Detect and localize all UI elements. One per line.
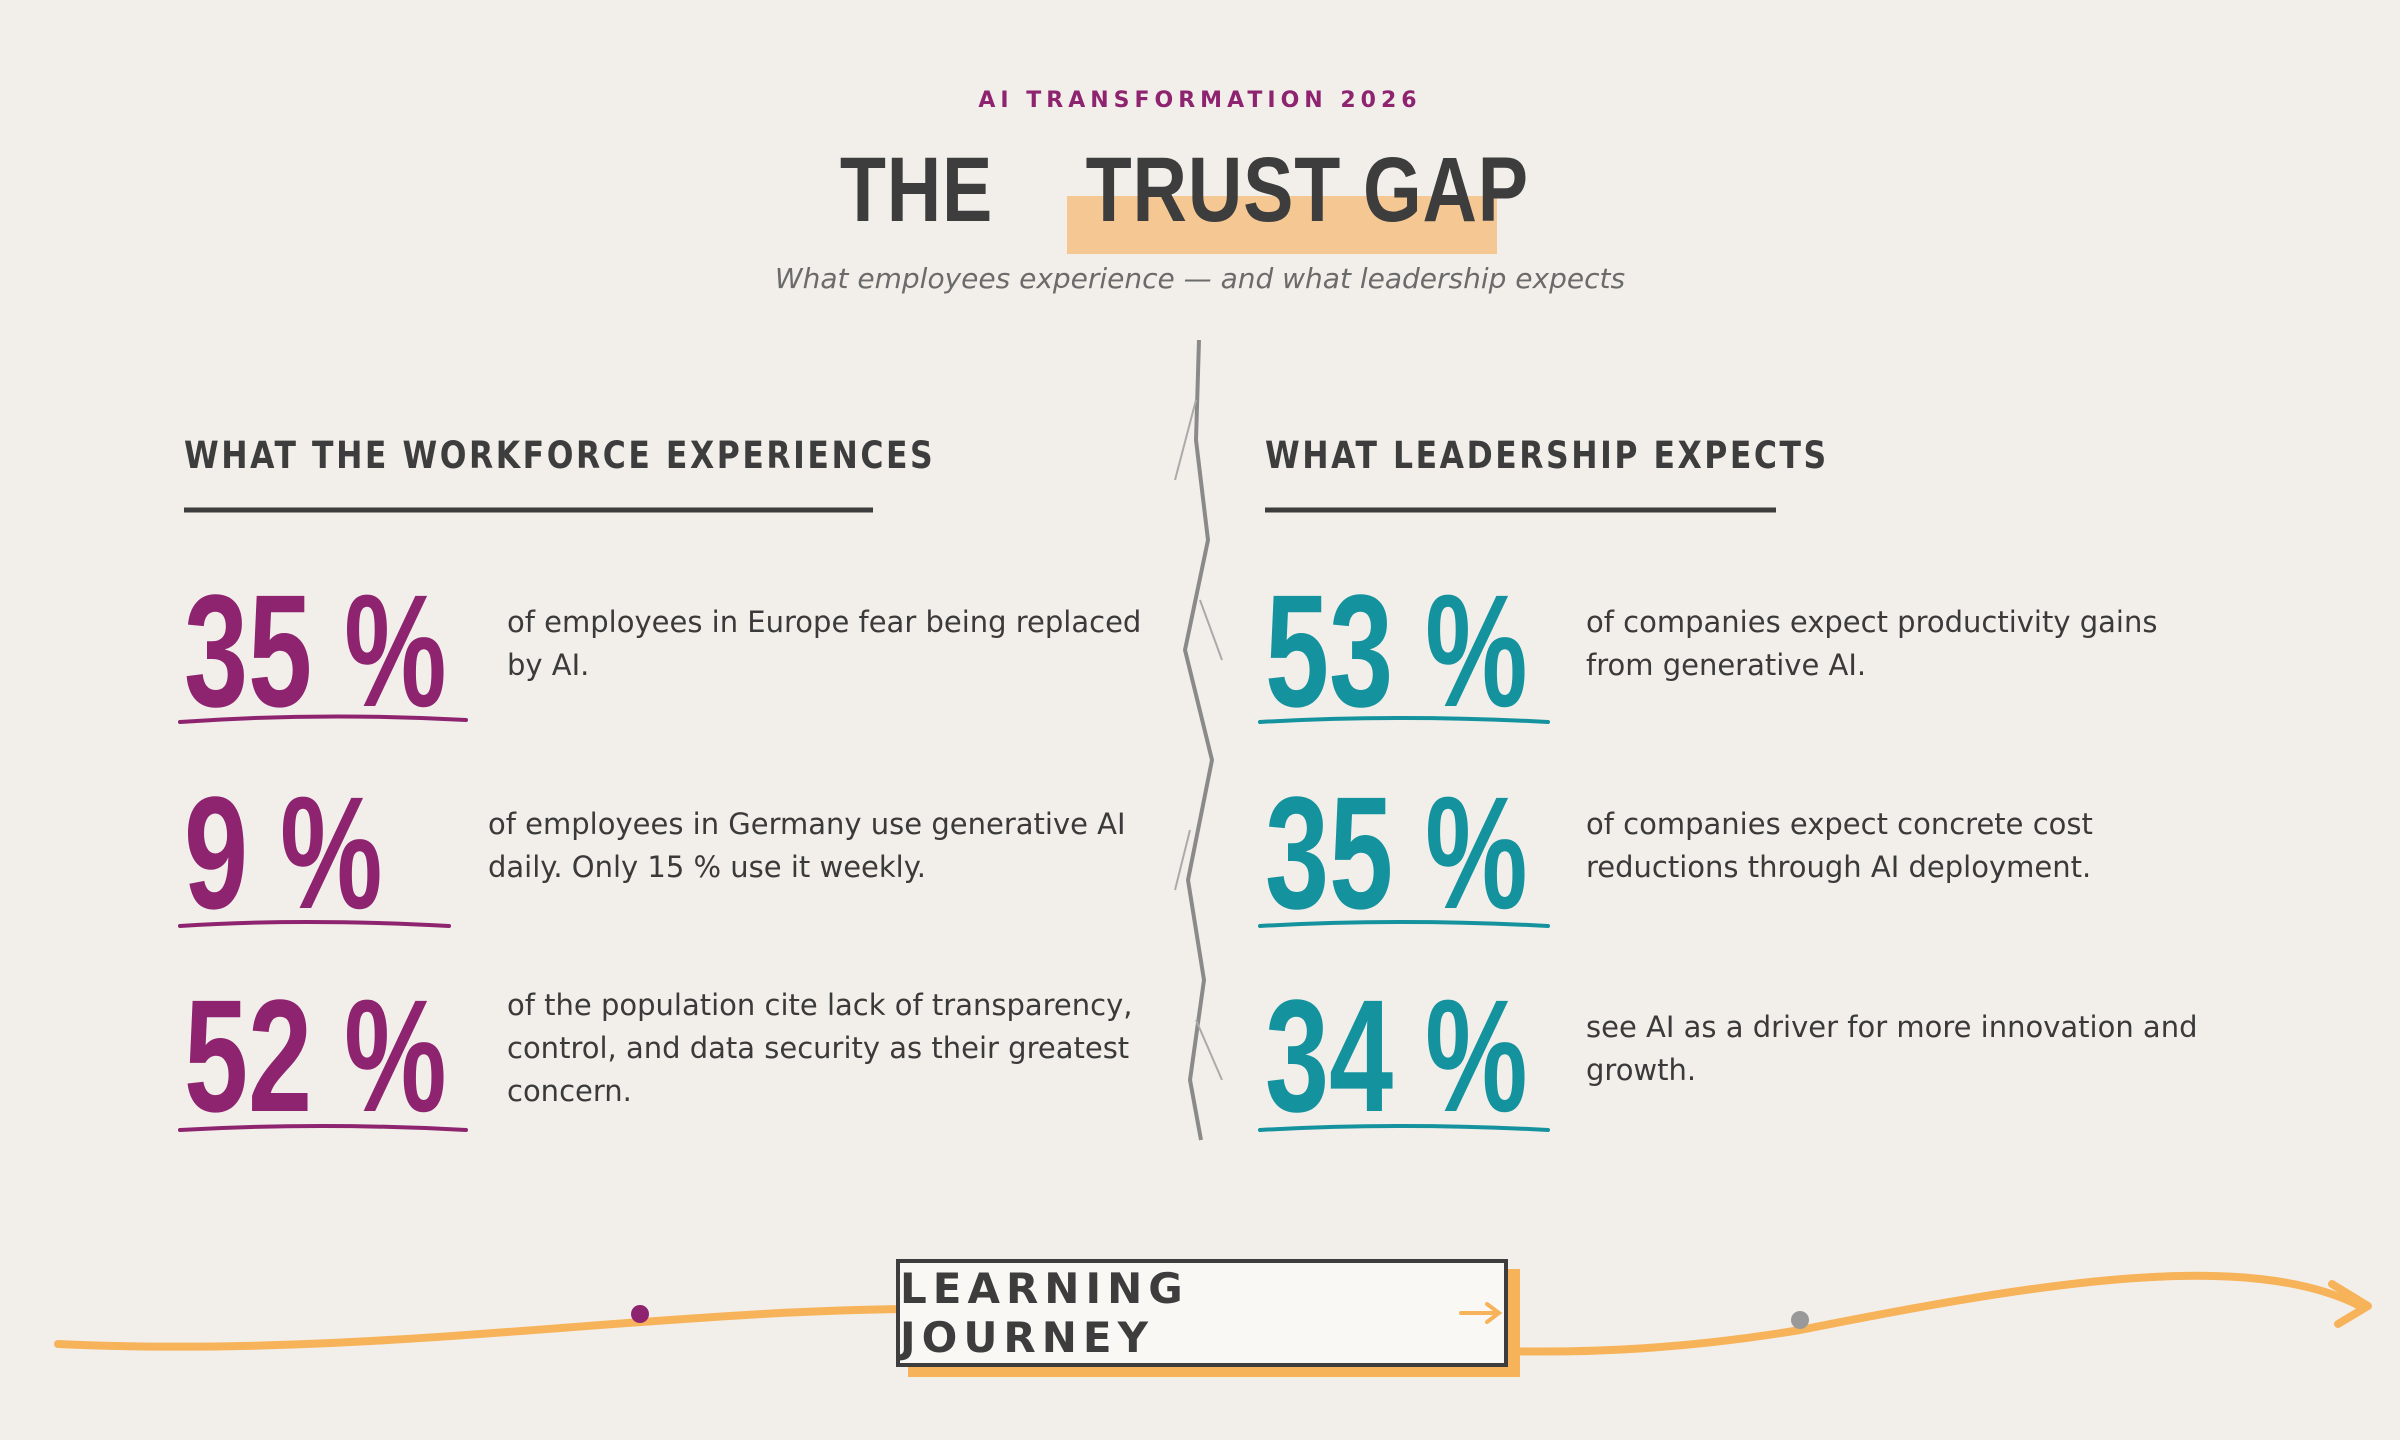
learning-journey-button[interactable]: LEARNING JOURNEY: [896, 1259, 1508, 1367]
stat-figure: 53 %: [1265, 561, 1528, 740]
figure-underlines: [178, 714, 1550, 1132]
stat-figure: 52 %: [184, 966, 447, 1145]
stat-figure: 35 %: [184, 561, 447, 740]
button-label: LEARNING JOURNEY: [900, 1264, 1189, 1362]
divider-cracks: [1174, 399, 1223, 1081]
journey-arrowhead: [2328, 1280, 2372, 1328]
stat-description: see AI as a driver for more innovation a…: [1586, 1010, 2198, 1087]
stat-description: of employees in Germany use generative A…: [488, 807, 1126, 884]
title: THE TRUST GAP: [0, 138, 2400, 243]
column-heading: WHAT THE WORKFORCE EXPERIENCES: [184, 434, 936, 477]
title-highlight-text: TRUST GAP: [1085, 139, 1529, 241]
stat-description: of employees in Europe fear being replac…: [507, 605, 1142, 682]
stat-description: of companies expect productivity gains f…: [1586, 605, 2158, 682]
journey-dot: [631, 1305, 649, 1323]
stat-figure: 35 %: [1265, 763, 1528, 942]
stat-description: of the population cite lack of transpare…: [507, 988, 1133, 1108]
title-highlight: [1067, 196, 1497, 254]
stat-figure: 9 %: [184, 763, 383, 942]
journey-dot: [1791, 1311, 1809, 1329]
button-arrow: [1458, 1302, 1503, 1324]
divider: [1182, 339, 1215, 1141]
stat-description: of companies expect concrete cost reduct…: [1586, 807, 2093, 884]
title-word: THE: [839, 139, 994, 241]
subtitle: What employees experience — and what lea…: [774, 262, 1626, 295]
column-heading: WHAT LEADERSHIP EXPECTS: [1265, 434, 1829, 477]
stat-figure: 34 %: [1265, 966, 1528, 1145]
eyebrow: AI TRANSFORMATION 2026: [978, 88, 1422, 113]
